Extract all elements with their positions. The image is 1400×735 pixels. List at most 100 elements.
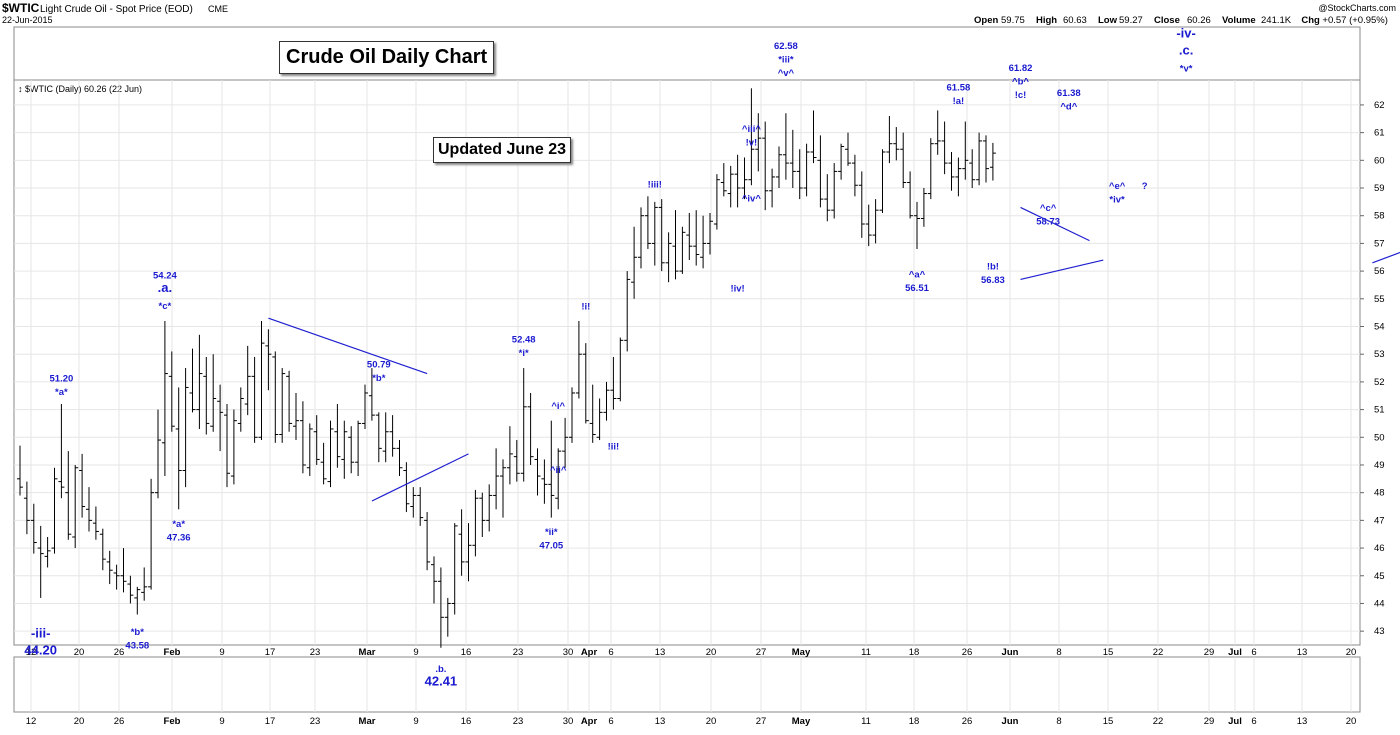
wave-annotation: !iii!	[648, 180, 662, 191]
ohlc-bar	[86, 487, 92, 532]
wave-annotation-text: ^v^	[778, 68, 795, 79]
wave-annotation: ^e^ *iv*	[1109, 181, 1126, 206]
ohlc-bar	[658, 199, 665, 272]
ohlc-bar	[589, 384, 596, 443]
y-tick-label: 52	[1374, 377, 1385, 388]
ohlc-bar	[907, 171, 914, 219]
ohlc-bar	[272, 351, 279, 443]
ohlc-bar	[17, 445, 23, 496]
ohlc-bar	[155, 409, 161, 499]
ohlc-bar	[127, 575, 134, 604]
y-tick-label: 55	[1374, 294, 1385, 305]
ohlc-bar	[99, 528, 106, 571]
ohlc-bar	[865, 204, 872, 247]
header-stat-value: +0.57 (+0.95%)	[1322, 15, 1388, 26]
ohlc-bar	[603, 381, 610, 421]
x-tick-label-lower: 6	[1251, 716, 1256, 727]
x-tick-label: 6	[608, 647, 613, 658]
ohlc-bar	[582, 343, 589, 424]
ohlc-bar	[141, 567, 148, 601]
wave-annotation: !b! 56.83	[981, 261, 1005, 286]
x-tick-label: May	[792, 647, 811, 658]
ohlc-bar	[748, 88, 755, 186]
x-tick-label-lower: 6	[608, 716, 613, 727]
x-tick-label: 12	[26, 647, 37, 658]
header-stat-label: High	[1036, 15, 1057, 26]
ohlc-bar	[506, 426, 513, 485]
wave-annotation: ^iii^ !v!	[742, 124, 761, 149]
wave-annotation-text: !i!	[581, 301, 590, 312]
ohlc-bar	[355, 420, 362, 477]
ohlc-bar	[175, 387, 182, 510]
header-stat-label: Volume	[1222, 15, 1256, 26]
wave-annotation-text: 54.24	[153, 271, 177, 282]
x-tick-label: 29	[1204, 647, 1215, 658]
x-tick-label: 18	[909, 647, 920, 658]
wave-annotation-text: *b*	[372, 373, 386, 384]
y-tick-label: 51	[1374, 405, 1385, 416]
wave-annotation: !iv!	[730, 283, 744, 294]
x-tick-label-lower: Apr	[581, 716, 598, 727]
ohlc-bar	[955, 157, 962, 197]
chart-title: Crude Oil Daily Chart	[279, 41, 495, 74]
wave-annotation: -iii- 44.20	[24, 626, 57, 658]
ohlc-bar	[900, 132, 907, 189]
y-tick-label: 60	[1374, 155, 1385, 166]
wave-annotation-text: ^c^	[1040, 203, 1057, 214]
wave-annotation-text: 52.48	[512, 335, 536, 346]
ohlc-bar	[851, 154, 858, 197]
wave-annotation-text: !a!	[953, 96, 965, 107]
x-tick-label-lower: 13	[655, 716, 666, 727]
ohlc-bar	[914, 201, 920, 249]
x-tick-label: 13	[655, 647, 666, 658]
ohlc-bar	[106, 550, 113, 585]
ohlc-bar	[575, 320, 582, 399]
ohlc-bar	[644, 196, 651, 249]
ohlc-bar	[224, 404, 230, 488]
wave-annotation-text: .a.	[158, 280, 172, 295]
ohlc-bar	[44, 536, 51, 568]
x-tick-label: Feb	[164, 647, 181, 658]
wave-annotation: 54.24.a. *c*	[153, 271, 177, 313]
ohlc-bar	[527, 392, 534, 465]
x-tick-label-lower: 30	[563, 716, 574, 727]
y-tick-label: 50	[1374, 432, 1385, 443]
wave-annotation-text: !b!	[987, 261, 999, 272]
ohlc-bar	[562, 417, 569, 468]
y-tick-label: 62	[1374, 100, 1385, 111]
x-tick-label-lower: 11	[861, 716, 871, 727]
wave-annotation-text: !v!	[746, 138, 758, 149]
ohlc-bar	[299, 401, 306, 474]
header-stat-label: Low	[1098, 15, 1118, 26]
y-tick-label: 47	[1374, 515, 1385, 526]
ohlc-bar	[168, 351, 175, 432]
x-tick-label-lower: 18	[909, 716, 920, 727]
x-tick-label: Jun	[1002, 647, 1019, 658]
wave-annotation: ^i^	[551, 401, 565, 412]
ohlc-bar	[148, 478, 155, 590]
ohlc-bar	[520, 368, 527, 482]
ohlc-bar	[948, 152, 955, 191]
ohlc-bar	[293, 392, 299, 441]
y-tick-label: 46	[1374, 543, 1385, 554]
header-stat-value: 59.75	[1001, 15, 1025, 26]
ohlc-bar	[230, 409, 237, 485]
wave-annotation: 52.48 *i*	[512, 335, 536, 360]
header-stat-label: Open	[974, 15, 998, 26]
x-tick-label: Mar	[359, 647, 376, 658]
ohlc-bar	[817, 135, 824, 208]
x-tick-label-lower: 9	[413, 716, 418, 727]
ohlc-bar	[727, 165, 734, 208]
wave-annotation: *a* 47.36	[167, 519, 191, 544]
ohlc-bar	[306, 423, 313, 477]
wave-annotation-text: ^iv^	[742, 193, 761, 204]
wave-annotation-text: 58.73	[1036, 217, 1060, 228]
y-tick-label: 44	[1374, 598, 1385, 609]
ohlc-bar	[375, 412, 382, 463]
x-tick-label: 15	[1103, 647, 1114, 658]
x-tick-label-lower: 17	[265, 716, 276, 727]
wave-annotation-text: 50.79	[367, 359, 391, 370]
ohlc-bar	[769, 168, 776, 208]
wave-annotation-text: 44.20	[24, 643, 57, 658]
ohlc-bar	[417, 487, 424, 526]
